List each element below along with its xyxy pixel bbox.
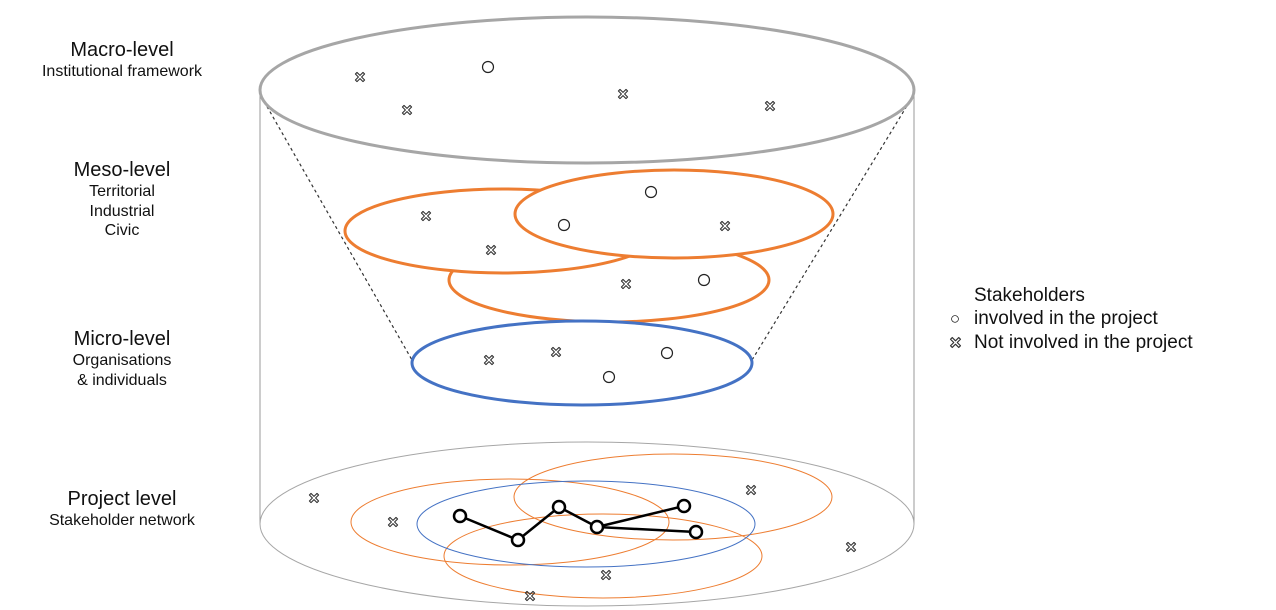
meso-level-label: Meso-level Territorial Industrial Civic xyxy=(0,158,244,241)
micro-level-line-organisations: Organisations xyxy=(72,352,172,370)
macro-level-ellipse xyxy=(258,15,916,165)
legend-item-involved: ○ involved in the project xyxy=(944,307,1193,330)
micro-level-title: Micro-level xyxy=(73,328,171,350)
project-meso-ellipse-2 xyxy=(513,453,833,541)
project-level-subtitle: Stakeholder network xyxy=(49,512,195,530)
project-level-label: Project level Stakeholder network xyxy=(0,487,244,531)
circle-icon xyxy=(557,218,571,232)
legend-not-involved-label: Not involved in the project xyxy=(974,331,1193,353)
project-level-title: Project level xyxy=(67,488,177,510)
network-node xyxy=(452,508,468,524)
macro-level-label: Macro-level Institutional framework xyxy=(0,38,244,82)
network-node xyxy=(589,519,605,535)
network-node xyxy=(551,499,567,515)
project-micro-ellipse xyxy=(416,480,756,568)
cross-icon xyxy=(845,541,857,553)
circle-icon xyxy=(602,370,616,384)
project-level-ellipse xyxy=(259,441,915,607)
cross-icon xyxy=(944,332,966,353)
stakeholder-network xyxy=(452,498,704,548)
cross-icon xyxy=(387,516,399,528)
meso-level-title: Meso-level xyxy=(73,159,171,181)
involved-stakeholders xyxy=(481,60,711,384)
micro-level-ellipse xyxy=(410,319,754,407)
legend-involved-label: involved in the project xyxy=(974,308,1158,330)
circle-icon xyxy=(481,60,495,74)
circle-icon xyxy=(644,185,658,199)
micro-level-line-individuals: & individuals xyxy=(77,371,167,389)
project-meso-ellipse-1 xyxy=(350,478,670,566)
legend: Stakeholders ○ involved in the project N… xyxy=(944,284,1193,354)
network-node xyxy=(510,532,526,548)
legend-item-not-involved: Not involved in the project xyxy=(944,331,1193,354)
funnel-left-dashed xyxy=(260,95,413,361)
network-node xyxy=(688,524,704,540)
circle-icon: ○ xyxy=(949,308,961,328)
micro-level-label: Micro-level Organisations & individuals xyxy=(0,327,244,390)
meso-level-line-territorial: Territorial xyxy=(89,183,155,201)
project-meso-ellipse-3 xyxy=(443,513,763,599)
cross-icon xyxy=(745,484,757,496)
network-node xyxy=(676,498,692,514)
legend-title: Stakeholders xyxy=(974,285,1085,306)
meso-level-line-industrial: Industrial xyxy=(89,202,155,220)
meso-level-line-civic: Civic xyxy=(104,222,140,240)
macro-level-subtitle: Institutional framework xyxy=(41,63,203,81)
meso-ellipse-right xyxy=(513,168,835,260)
cross-icon xyxy=(600,569,612,581)
circle-icon xyxy=(697,273,711,287)
macro-level-title: Macro-level xyxy=(70,39,174,61)
circle-icon xyxy=(660,346,674,360)
cross-icon xyxy=(308,492,320,504)
